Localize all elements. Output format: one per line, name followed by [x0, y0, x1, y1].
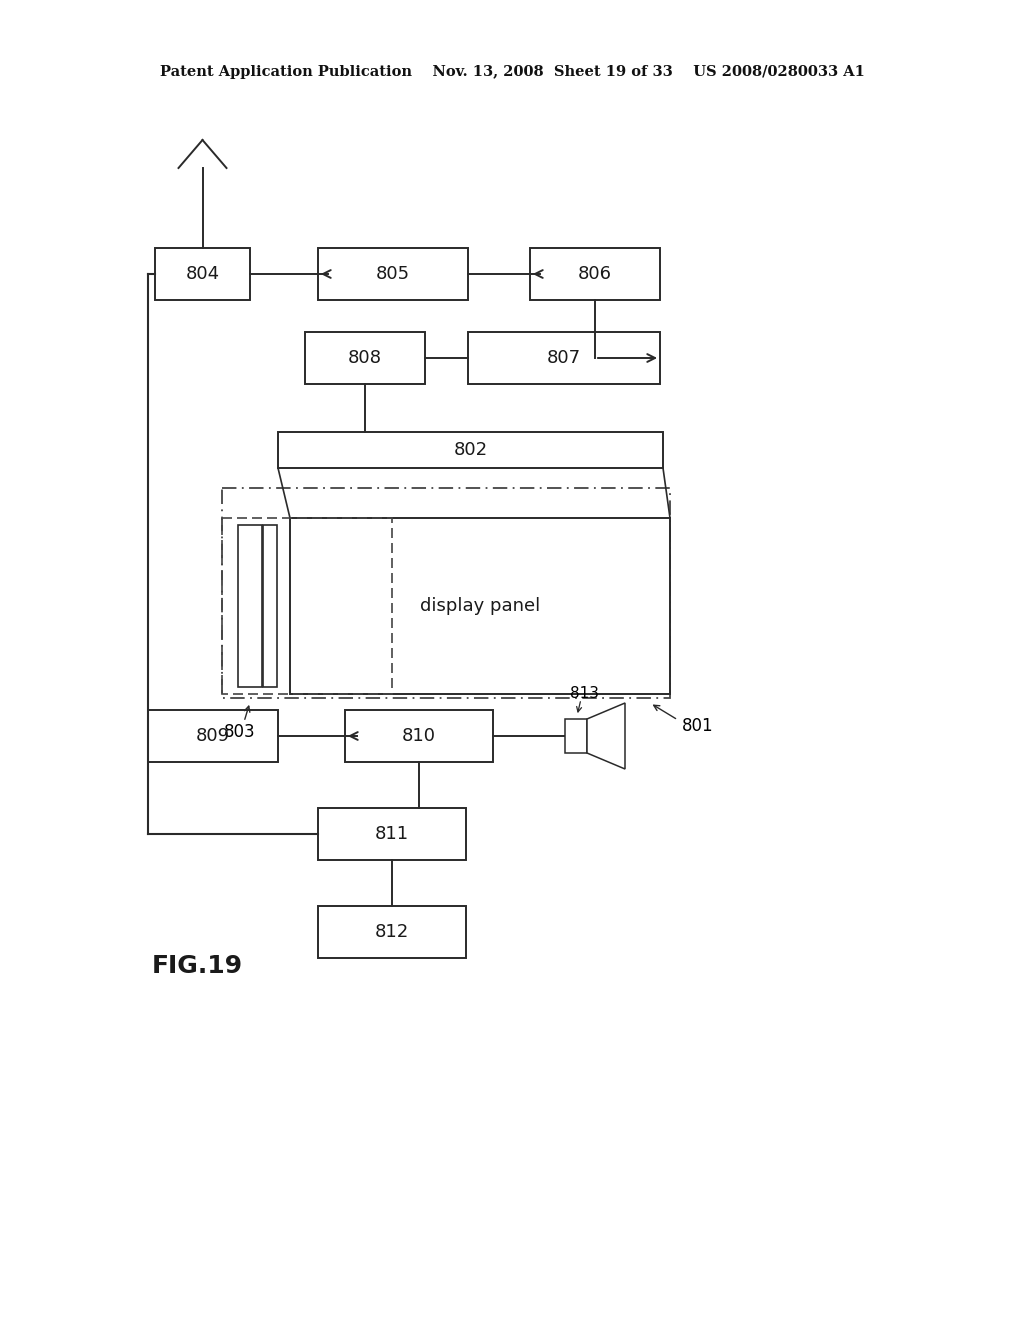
Bar — [318, 248, 468, 300]
Bar — [530, 248, 660, 300]
Bar — [278, 432, 663, 469]
Text: 805: 805 — [376, 265, 410, 282]
Text: display panel: display panel — [420, 597, 540, 615]
Bar — [155, 248, 250, 300]
Bar — [222, 488, 670, 698]
Text: 812: 812 — [375, 923, 410, 941]
Bar — [565, 719, 587, 752]
Bar — [318, 808, 466, 861]
Bar — [468, 333, 660, 384]
Bar — [222, 517, 392, 694]
Bar — [148, 710, 278, 762]
Bar — [318, 906, 466, 958]
Polygon shape — [587, 704, 625, 770]
Text: 803: 803 — [224, 723, 256, 741]
Text: 810: 810 — [402, 727, 436, 744]
Text: 808: 808 — [348, 348, 382, 367]
Text: 804: 804 — [185, 265, 219, 282]
Text: 806: 806 — [578, 265, 612, 282]
Text: Patent Application Publication    Nov. 13, 2008  Sheet 19 of 33    US 2008/02800: Patent Application Publication Nov. 13, … — [160, 65, 864, 79]
Text: 802: 802 — [454, 441, 487, 459]
Bar — [238, 525, 262, 686]
Text: 807: 807 — [547, 348, 581, 367]
Text: 801: 801 — [682, 717, 714, 735]
Bar — [263, 525, 278, 686]
Text: FIG.19: FIG.19 — [152, 954, 243, 978]
Text: 811: 811 — [375, 825, 409, 843]
Text: 809: 809 — [196, 727, 230, 744]
Bar — [290, 517, 670, 694]
Text: 813: 813 — [570, 686, 599, 701]
Bar — [345, 710, 493, 762]
Bar — [305, 333, 425, 384]
